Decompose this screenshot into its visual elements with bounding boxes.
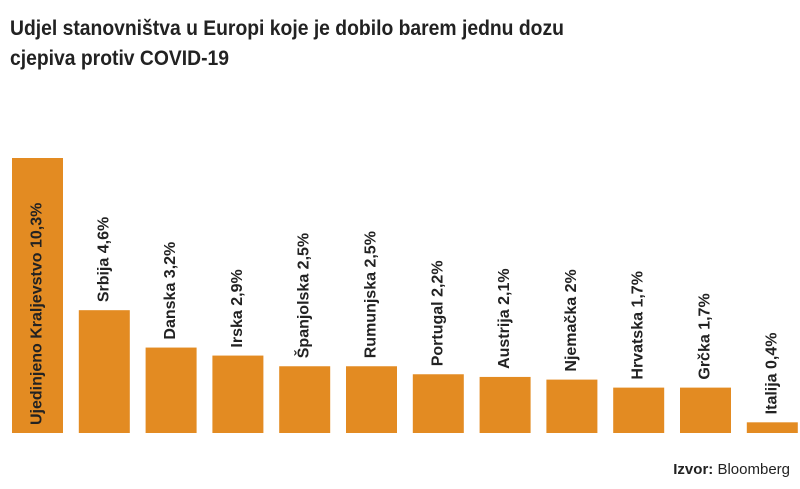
category-label: Hrvatska — [630, 312, 647, 380]
value-label: 2,5% — [363, 231, 380, 267]
category-label: Irska — [229, 310, 246, 347]
bar-label: Njemačka 2% — [563, 269, 580, 371]
value-label: 2% — [563, 269, 580, 292]
bar — [680, 387, 731, 433]
category-label: Srbija — [96, 258, 113, 303]
bar — [412, 374, 464, 433]
bar — [145, 347, 197, 433]
source: Izvor: Bloomberg — [673, 461, 790, 478]
value-label: 4,6% — [96, 217, 113, 253]
bar-label: Rumunjska 2,5% — [363, 231, 380, 358]
bar-label: Srbija 4,6% — [96, 217, 113, 302]
category-label: Austrija — [496, 309, 513, 369]
bar-label: Portugal 2,2% — [430, 260, 447, 366]
bar — [78, 310, 130, 433]
bar — [12, 158, 63, 433]
value-label: 1,7% — [697, 293, 714, 329]
category-label: Danska — [162, 283, 179, 340]
bar-label: Irska 2,9% — [229, 269, 246, 347]
category-label: Portugal — [430, 301, 447, 366]
category-label: Španjolska — [294, 274, 313, 359]
chart-title: Udjel stanovništva u Europi koje je dobi… — [10, 17, 564, 70]
source-label: Izvor: — [673, 461, 713, 478]
bar-label: Austrija 2,1% — [496, 268, 513, 369]
value-label: 2,2% — [430, 260, 447, 296]
bar-label: Danska 3,2% — [162, 242, 179, 340]
category-label: Italija — [764, 373, 781, 414]
bar — [212, 355, 264, 433]
value-label: 3,2% — [162, 242, 179, 278]
bar-label: Grčka 1,7% — [697, 293, 714, 379]
source-name: Bloomberg — [717, 461, 790, 478]
bar-label: Italija 0,4% — [764, 332, 781, 414]
category-label: Njemačka — [563, 297, 580, 372]
value-label: 2,1% — [496, 268, 513, 304]
value-label: 1,7% — [630, 271, 647, 307]
bar — [346, 366, 397, 433]
category-label: Ujedinjeno Kraljevstvo — [29, 252, 46, 425]
value-label: 10,3% — [29, 203, 46, 248]
bar — [613, 387, 665, 433]
value-label: 2,9% — [229, 269, 246, 305]
category-label: Rumunjska — [363, 272, 380, 358]
category-label: Grčka — [697, 334, 714, 379]
bar — [746, 422, 798, 433]
bar — [279, 366, 331, 433]
value-label: 2,5% — [296, 233, 313, 269]
bar — [546, 379, 598, 433]
bar-label: Španjolska 2,5% — [294, 233, 313, 358]
bar-label: Ujedinjeno Kraljevstvo 10,3% — [29, 203, 46, 425]
bar — [479, 376, 531, 433]
value-label: 0,4% — [764, 332, 781, 368]
bar-label: Hrvatska 1,7% — [630, 271, 647, 380]
